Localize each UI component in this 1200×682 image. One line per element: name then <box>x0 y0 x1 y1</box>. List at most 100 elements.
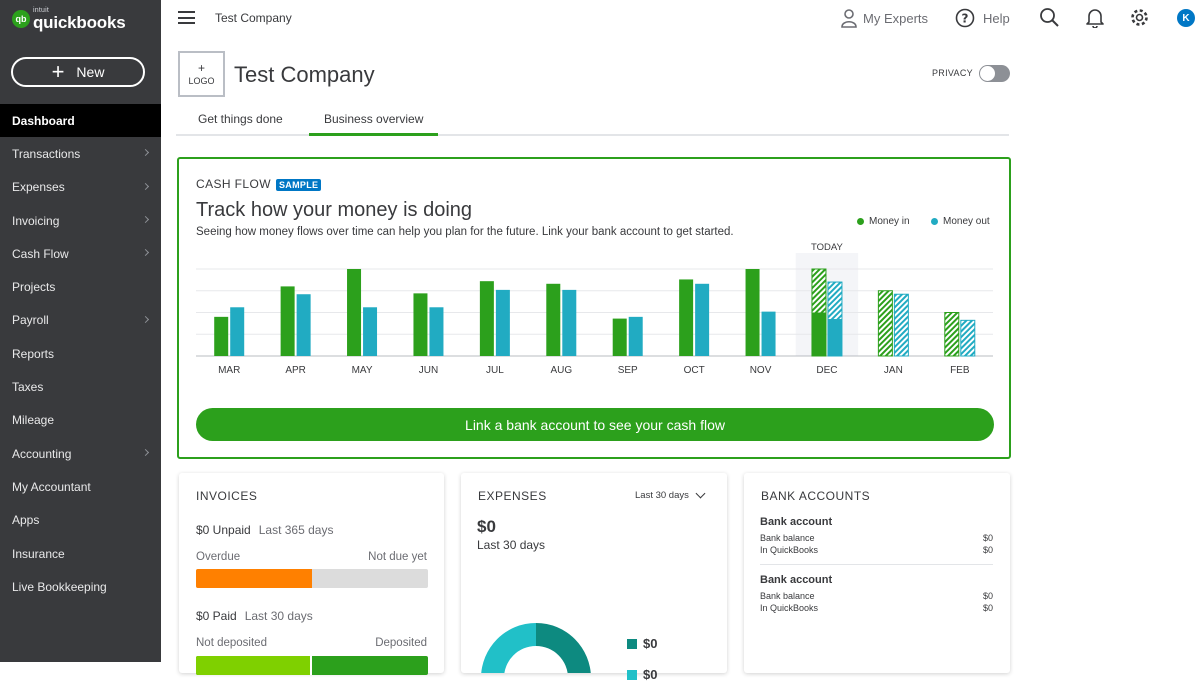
chevron-right-icon <box>141 448 150 457</box>
bar-money-out-mar[interactable] <box>230 307 245 356</box>
bar-money-in-nov[interactable] <box>745 269 760 356</box>
sidebar-item-label: Reports <box>12 346 55 361</box>
hamburger-menu-icon[interactable] <box>178 11 195 24</box>
sidebar: qb intuit quickbooks + New Dashboard Tran… <box>0 0 161 662</box>
sidebar-item-dashboard[interactable]: Dashboard <box>0 104 161 138</box>
sidebar-item-label: Invoicing <box>12 213 60 228</box>
tab-business-overview[interactable]: Business overview <box>309 112 439 136</box>
sidebar-item-live-bookkeeping[interactable]: Live Bookkeeping <box>0 570 161 603</box>
bar-money-out-oct[interactable] <box>695 283 710 356</box>
sidebar-item-cash-flow[interactable]: Cash Flow <box>0 237 161 270</box>
my-experts-label: My Experts <box>863 10 929 26</box>
plus-icon: + <box>51 59 65 84</box>
add-logo-button[interactable]: + LOGO <box>178 51 225 97</box>
bar-money-out-actual-dec <box>827 319 842 356</box>
bar-money-out-aug[interactable] <box>562 289 577 356</box>
add-logo-plus: + <box>197 61 205 76</box>
donut-segment-1 <box>536 623 591 673</box>
chevron-right-icon <box>141 182 150 190</box>
sidebar-item-reports[interactable]: Reports <box>0 337 161 370</box>
bank-balance-label: Bank balance <box>760 533 815 543</box>
bank-balance-label: Bank balance <box>760 591 815 601</box>
cash-flow-subtitle: Seeing how money flows over time can hel… <box>196 226 734 238</box>
bar-money-in-jun[interactable] <box>413 293 428 356</box>
overdue-label: Overdue <box>196 551 241 563</box>
paid-summary[interactable]: $0 Paid Last 30 days <box>196 609 313 623</box>
expenses-legend-item-2: $0 <box>627 667 657 682</box>
invoices-title: INVOICES <box>196 489 258 503</box>
qb-balance-value: $0 <box>982 603 993 613</box>
bar-money-out-sep[interactable] <box>628 316 643 356</box>
quickbooks-logo[interactable]: qb intuit quickbooks <box>12 7 126 31</box>
sidebar-item-label: Transactions <box>12 146 81 161</box>
legend-money-out: Money out <box>931 216 990 227</box>
sidebar-item-label: My Accountant <box>12 479 91 494</box>
expenses-legend-value-2: $0 <box>643 667 658 682</box>
deposit-bar[interactable] <box>196 656 428 675</box>
sidebar-nav: Dashboard Transactions Expenses Invoicing Ca… <box>0 104 161 603</box>
bar-money-in-aug[interactable] <box>546 283 561 356</box>
bar-money-out-jun[interactable] <box>429 307 444 356</box>
sidebar-item-expenses[interactable]: Expenses <box>0 171 161 204</box>
sidebar-item-taxes[interactable]: Taxes <box>0 370 161 403</box>
unpaid-summary[interactable]: $0 Unpaid Last 365 days <box>196 523 333 537</box>
cash-flow-chart: TODAY MAR APR MAY JUN JUL AUG SEP OCT NOV DEC JAN FE… <box>196 242 993 376</box>
bar-money-in-jan[interactable] <box>877 290 893 357</box>
sidebar-item-projects[interactable]: Projects <box>0 270 161 303</box>
sidebar-item-payroll[interactable]: Payroll <box>0 304 161 337</box>
sidebar-item-label: Expenses <box>12 180 65 195</box>
bank-account-item[interactable]: Bank account Bank balance $0 In QuickBook… <box>760 516 993 556</box>
bank-account-item[interactable]: Bank account Bank balance $0 In QuickBook… <box>760 574 993 614</box>
privacy-label: PRIVACY <box>932 68 973 78</box>
sidebar-item-accounting[interactable]: Accounting <box>0 437 161 470</box>
today-highlight <box>795 253 859 356</box>
expenses-period: Last 30 days <box>477 538 546 552</box>
top-bar: Test Company My Experts ? Help K <box>161 0 1200 36</box>
search-icon[interactable] <box>1039 7 1060 28</box>
link-bank-account-button[interactable]: Link a bank account to see your cash flo… <box>196 408 994 441</box>
legend-square-icon <box>627 669 637 680</box>
sidebar-item-insurance[interactable]: Insurance <box>0 537 161 570</box>
bar-money-in-apr[interactable] <box>280 286 295 356</box>
x-tick-label: AUG <box>550 365 572 376</box>
bar-money-out-may[interactable] <box>363 307 378 356</box>
svg-text:?: ? <box>962 12 969 26</box>
new-button[interactable]: + New <box>11 57 145 87</box>
expenses-card: EXPENSES Last 30 days $0 Last 30 days $0… <box>461 473 727 682</box>
gear-icon[interactable] <box>1129 7 1150 28</box>
bar-money-in-jul[interactable] <box>479 281 494 356</box>
qb-balance-label: In QuickBooks <box>760 545 819 555</box>
bell-icon[interactable] <box>1085 7 1105 28</box>
help-button[interactable]: ? Help <box>955 8 1010 28</box>
sidebar-item-mileage[interactable]: Mileage <box>0 404 161 437</box>
bar-money-in-may[interactable] <box>347 269 362 356</box>
bar-money-out-jul[interactable] <box>495 289 510 356</box>
overdue-bar[interactable] <box>196 569 428 588</box>
tab-get-things-done[interactable]: Get things done <box>198 112 283 126</box>
sidebar-item-apps[interactable]: Apps <box>0 504 161 537</box>
avatar[interactable]: K <box>1177 9 1195 27</box>
bar-money-in-sep[interactable] <box>612 318 627 356</box>
bar-money-out-apr[interactable] <box>296 294 311 356</box>
my-experts-button[interactable]: My Experts <box>840 8 928 28</box>
new-button-label: New <box>76 64 105 80</box>
not-due-label: Not due yet <box>368 551 427 563</box>
bar-money-out-feb[interactable] <box>960 319 976 357</box>
sidebar-item-my-accountant[interactable]: My Accountant <box>0 470 161 503</box>
expenses-period-select[interactable]: Last 30 days <box>635 488 706 501</box>
overdue-bar-fill <box>196 569 312 588</box>
bar-money-in-oct[interactable] <box>679 279 694 356</box>
sidebar-item-label: Dashboard <box>12 113 75 128</box>
legend-money-in: Money in <box>857 216 910 227</box>
privacy-toggle[interactable] <box>979 65 1010 82</box>
x-tick-label: SEP <box>618 365 638 376</box>
sidebar-item-invoicing[interactable]: Invoicing <box>0 204 161 237</box>
sidebar-item-transactions[interactable]: Transactions <box>0 137 161 170</box>
not-deposited-bar-fill <box>196 656 312 675</box>
sidebar-item-label: Projects <box>12 280 56 295</box>
bar-money-in-feb[interactable] <box>944 312 960 357</box>
bar-money-out-nov[interactable] <box>761 311 776 356</box>
bar-money-in-mar[interactable] <box>214 316 229 356</box>
bar-money-out-jan[interactable] <box>893 293 909 357</box>
chevron-right-icon <box>141 249 150 257</box>
